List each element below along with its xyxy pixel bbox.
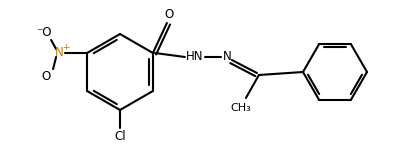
Text: N: N xyxy=(222,51,231,63)
Text: N: N xyxy=(55,46,64,60)
Text: ⁻O: ⁻O xyxy=(36,27,52,39)
Text: CH₃: CH₃ xyxy=(231,103,251,113)
Text: HN: HN xyxy=(186,51,204,63)
Text: O: O xyxy=(41,69,51,82)
Text: Cl: Cl xyxy=(114,130,126,144)
Text: O: O xyxy=(164,9,173,21)
Text: +: + xyxy=(62,42,70,51)
